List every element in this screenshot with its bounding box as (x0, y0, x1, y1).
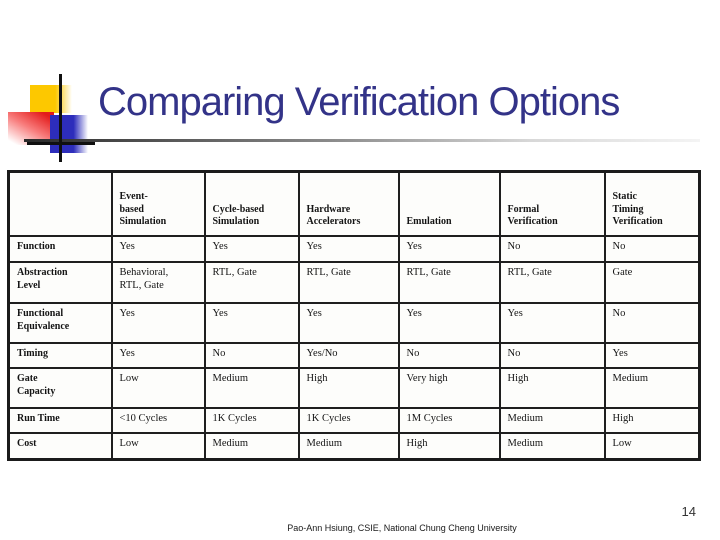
table-cell: Yes (498, 301, 606, 344)
table-cell: Medium (297, 431, 400, 461)
comparison-table: Event- based Simulation Cycle-based Simu… (7, 170, 701, 461)
table-cell: Medium (203, 366, 300, 409)
table-cell: Yes (397, 301, 501, 344)
row-label-functional-equivalence: Functional Equivalence (7, 301, 113, 344)
table-cell: No (498, 234, 606, 263)
table-cell: RTL, Gate (203, 260, 300, 304)
table-cell: RTL, Gate (498, 260, 606, 304)
page-number: 14 (681, 504, 696, 519)
table-cell: Yes (203, 301, 300, 344)
table-row-abstraction-level: Abstraction Level Behavioral, RTL, Gate … (7, 260, 701, 304)
table-cell: High (397, 431, 501, 461)
table-cell: Yes (110, 234, 206, 263)
table-cell: Yes (297, 301, 400, 344)
column-header-static-timing-verification: Static Timing Verification (603, 170, 701, 237)
table-cell: No (603, 234, 701, 263)
title-divider-rule (24, 139, 700, 142)
table-cell: RTL, Gate (297, 260, 400, 304)
table-cell: No (203, 341, 300, 369)
table-cell: RTL, Gate (397, 260, 501, 304)
table-cell: Medium (203, 431, 300, 461)
table-cell: Yes (110, 341, 206, 369)
column-header-cycle-based-simulation: Cycle-based Simulation (203, 170, 300, 237)
table-cell: No (397, 341, 501, 369)
column-header-formal-verification: Formal Verification (498, 170, 606, 237)
table-cell: Medium (498, 431, 606, 461)
column-header-hardware-accelerators: Hardware Accelerators (297, 170, 400, 237)
table-cell: 1M Cycles (397, 406, 501, 434)
table-cell: Very high (397, 366, 501, 409)
table-cell: Medium (498, 406, 606, 434)
table-cell: No (498, 341, 606, 369)
footer-credit: Pao-Ann Hsiung, CSIE, National Chung Che… (287, 523, 517, 533)
row-label-gate-capacity: Gate Capacity (7, 366, 113, 409)
accent-blue-square (50, 115, 88, 153)
table-row-timing: Timing Yes No Yes/No No No Yes (7, 341, 701, 369)
row-label-function: Function (7, 234, 113, 263)
table-cell: High (498, 366, 606, 409)
table-cell: Yes (297, 234, 400, 263)
table-corner-cell (7, 170, 113, 237)
page-title: Comparing Verification Options (98, 80, 620, 124)
table-cell: Low (603, 431, 701, 461)
table-cell: Low (110, 366, 206, 409)
table-cell: 1K Cycles (203, 406, 300, 434)
table-cell: Yes (397, 234, 501, 263)
column-header-event-based-simulation: Event- based Simulation (110, 170, 206, 237)
table-cell: High (297, 366, 400, 409)
table-header-row: Event- based Simulation Cycle-based Simu… (7, 170, 701, 237)
row-label-cost: Cost (7, 431, 113, 461)
row-label-timing: Timing (7, 341, 113, 369)
crosshair-vertical-line (59, 74, 62, 162)
table-row-functional-equivalence: Functional Equivalence Yes Yes Yes Yes Y… (7, 301, 701, 344)
table-cell: No (603, 301, 701, 344)
row-label-abstraction-level: Abstraction Level (7, 260, 113, 304)
table-cell: Yes/No (297, 341, 400, 369)
table-cell: Medium (603, 366, 701, 409)
table-cell: Low (110, 431, 206, 461)
table-cell: <10 Cycles (110, 406, 206, 434)
accent-yellow-square (30, 85, 72, 113)
table-cell: Gate (603, 260, 701, 304)
table-cell: Yes (203, 234, 300, 263)
table-cell: Behavioral, RTL, Gate (110, 260, 206, 304)
row-label-run-time: Run Time (7, 406, 113, 434)
table-cell: 1K Cycles (297, 406, 400, 434)
table-cell: High (603, 406, 701, 434)
table-cell: Yes (110, 301, 206, 344)
table-row-cost: Cost Low Medium Medium High Medium Low (7, 431, 701, 461)
table-row-run-time: Run Time <10 Cycles 1K Cycles 1K Cycles … (7, 406, 701, 434)
table-cell: Yes (603, 341, 701, 369)
table-row-function: Function Yes Yes Yes Yes No No (7, 234, 701, 263)
table-row-gate-capacity: Gate Capacity Low Medium High Very high … (7, 366, 701, 409)
column-header-emulation: Emulation (397, 170, 501, 237)
